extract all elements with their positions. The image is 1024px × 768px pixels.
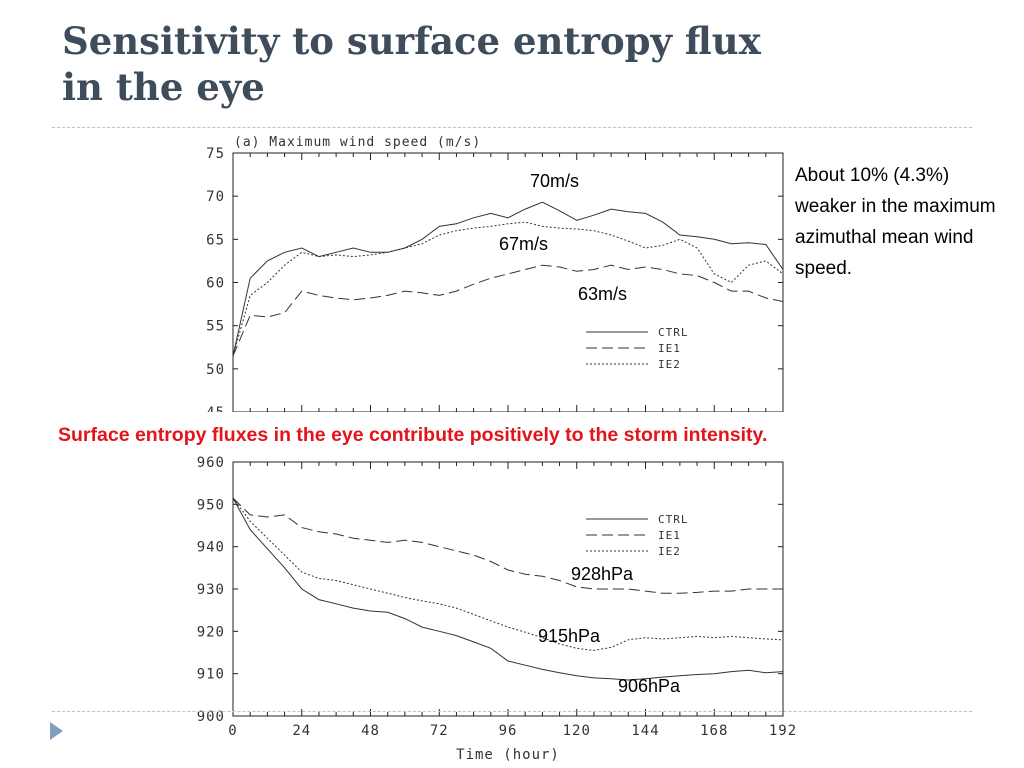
slide-title-line-2: in the eye — [62, 65, 265, 109]
next-slide-arrow-icon[interactable] — [50, 722, 63, 740]
y-tick-label: 60 — [206, 276, 225, 292]
y-tick-label: 920 — [197, 624, 225, 640]
y-tick-label: 50 — [206, 362, 225, 378]
x-tick-label: 96 — [499, 723, 518, 739]
series-line-ie1 — [232, 497, 783, 594]
ie1-wind-annotation: 63m/s — [578, 284, 628, 304]
slide-title-line-1: Sensitivity to surface entropy flux — [62, 19, 761, 63]
ie1-pressure-annotation: 928hPa — [571, 564, 634, 584]
series-line-ie2 — [232, 497, 784, 651]
x-tick-label: 0 — [228, 723, 237, 739]
ctrl-wind-annotation: 70m/s — [530, 171, 580, 191]
series-line-ie2 — [232, 221, 784, 357]
plot-frame — [232, 152, 784, 413]
title-divider — [52, 127, 972, 128]
y-tick-label: 900 — [197, 709, 225, 725]
x-tick-label: 24 — [292, 723, 311, 739]
y-tick-label: 70 — [206, 189, 225, 205]
wind-speed-note: About 10% (4.3%) weaker in the maximum a… — [795, 165, 996, 279]
legend-label-ctrl: CTRL — [658, 513, 689, 526]
legend-label-ie2: IE2 — [658, 358, 681, 371]
series-line-ctrl — [232, 497, 784, 681]
x-tick-label: 192 — [769, 723, 797, 739]
series-line-ctrl — [232, 201, 784, 357]
conclusion-caption: Surface entropy fluxes in the eye contri… — [58, 424, 768, 446]
legend-label-ie1: IE1 — [658, 529, 681, 542]
y-tick-label: 65 — [206, 232, 225, 248]
x-tick-label: 72 — [430, 723, 449, 739]
y-tick-label: 45 — [206, 405, 225, 416]
y-tick-label: 75 — [206, 146, 225, 162]
max-wind-speed-chart: (a) Maximum wind speed (m/s) 45 50 55 60 65 70… — [206, 135, 784, 416]
footer-divider — [52, 711, 972, 712]
legend-label-ctrl: CTRL — [658, 326, 689, 339]
chart-title: (a) Maximum wind speed (m/s) — [234, 135, 481, 150]
slide-title: Sensitivity to surface entropy flux in t… — [62, 18, 761, 110]
min-pressure-chart: 900 910 920 930 940 950 960 0 24 48 72 96 120 144 168 1… — [197, 455, 797, 763]
x-axis-label: Time (hour) — [456, 747, 560, 763]
ctrl-pressure-annotation: 906hPa — [618, 676, 681, 696]
y-tick-label: 940 — [197, 540, 225, 556]
x-tick-label: 120 — [563, 723, 591, 739]
x-tick-label: 144 — [631, 723, 659, 739]
y-tick-label: 930 — [197, 582, 225, 598]
y-tick-label: 910 — [197, 667, 225, 683]
legend-label-ie2: IE2 — [658, 545, 681, 558]
ie2-pressure-annotation: 915hPa — [538, 626, 601, 646]
plot-frame — [232, 461, 784, 717]
x-tick-label: 48 — [361, 723, 380, 739]
y-tick-label: 950 — [197, 497, 225, 513]
series-line-ie1 — [232, 264, 784, 357]
y-tick-label: 960 — [197, 455, 225, 471]
ie2-wind-annotation: 67m/s — [499, 234, 549, 254]
chart-a-overlap-mask — [0, 412, 1024, 452]
legend-label-ie1: IE1 — [658, 342, 681, 355]
x-tick-label: 168 — [700, 723, 728, 739]
y-tick-label: 55 — [206, 319, 225, 335]
